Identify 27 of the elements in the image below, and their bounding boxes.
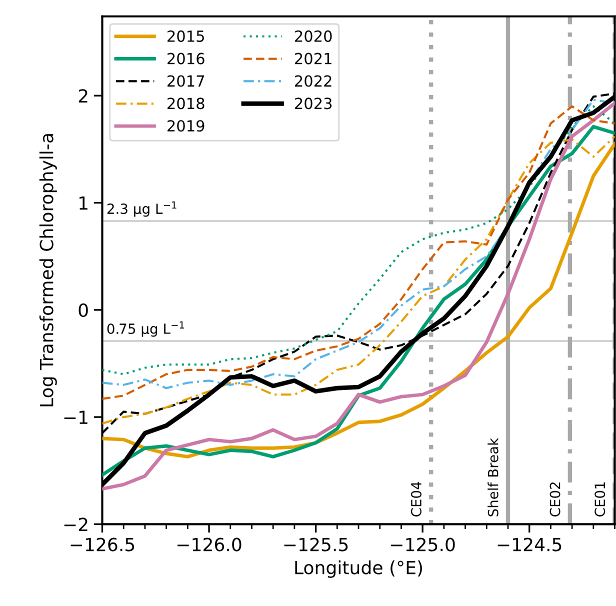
legend-label: 2016 (168, 52, 204, 64)
y-axis-title: Log Transformed Chlorophyll-a (39, 134, 57, 406)
x-axis-title: Longitude (°E) (295, 560, 422, 578)
ref-line-label: CE04 (410, 482, 422, 516)
x-tick-label: −125.5 (284, 538, 348, 552)
legend-label: 2021 (295, 52, 332, 64)
x-tick-label: −126.5 (70, 538, 134, 552)
ref-line-label: CE01 (594, 482, 606, 516)
x-tick-label: −124.5 (498, 538, 562, 552)
legend-label: 2022 (295, 75, 332, 87)
ref-line-label: 2.3 μg L$^{−1}$ (107, 201, 176, 217)
legend-label: 2023 (295, 98, 332, 110)
legend-label: 2019 (168, 120, 204, 132)
ref-line-label: CE02 (550, 482, 560, 516)
legend-label: 2017 (168, 75, 204, 87)
y-tick-label: −2 (64, 518, 88, 532)
legend-label: 2018 (168, 98, 204, 110)
x-tick-label: −125.0 (391, 538, 455, 552)
ref-line-label: Shelf Break (488, 438, 498, 516)
y-tick-label: 2 (78, 89, 88, 103)
y-tick-label: −1 (64, 410, 88, 424)
x-tick-label: −126.0 (178, 538, 242, 552)
legend-label: 2015 (168, 30, 204, 42)
ref-line-label: 0.75 μg L$^{−1}$ (107, 321, 184, 337)
y-tick-label: 0 (78, 303, 88, 318)
legend-label: 2020 (295, 30, 332, 42)
y-tick-label: 1 (80, 196, 88, 210)
